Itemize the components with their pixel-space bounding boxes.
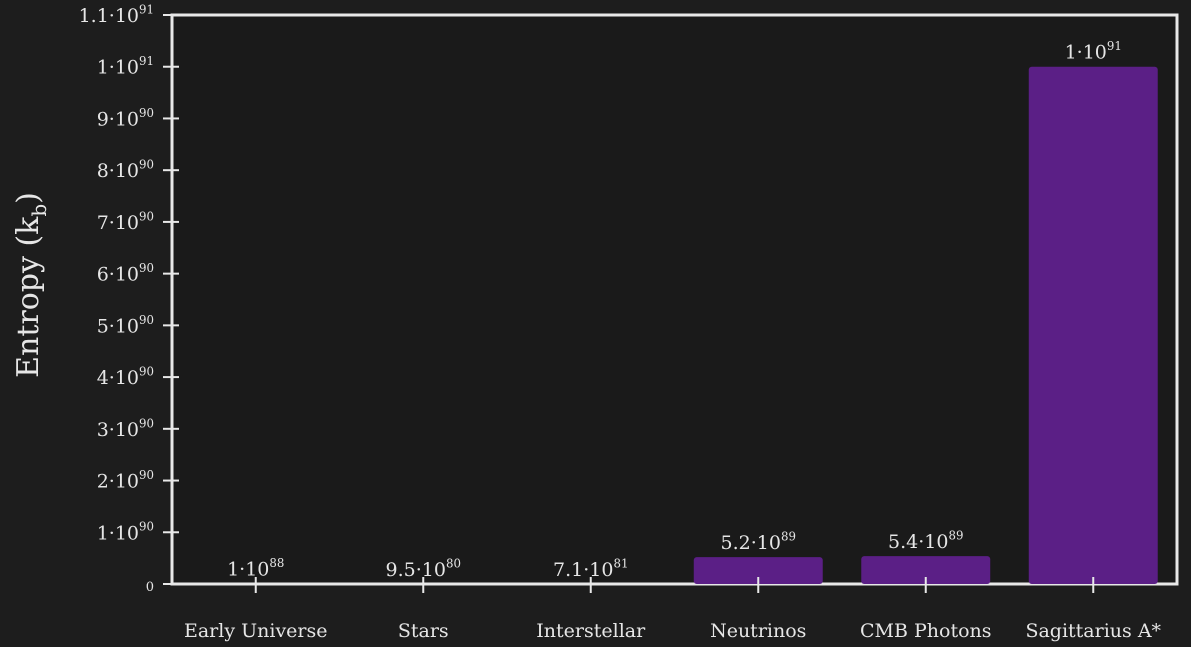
y-tick-label: 8·1090 — [97, 158, 154, 183]
data-label: 5.2·1089 — [721, 530, 796, 555]
data-label: 1·1091 — [1065, 39, 1122, 64]
y-tick-label: 3·1090 — [97, 416, 154, 441]
bars-group — [693, 66, 1158, 584]
x-tick-label: Stars — [398, 620, 449, 642]
bar-cmb-photons — [861, 556, 991, 584]
y-tick-label: 1·1091 — [97, 54, 154, 79]
y-tick-label: 7·1090 — [97, 209, 154, 234]
y-tick-label: 2·1090 — [97, 468, 154, 493]
data-label: 7.1·1081 — [553, 556, 628, 581]
x-tick-label: Early Universe — [184, 620, 328, 642]
y-tick-label: 1·1090 — [97, 520, 154, 545]
x-tick-label: Interstellar — [536, 620, 646, 642]
y-tick-label: 9·1090 — [97, 106, 154, 131]
data-labels-group: 1·1088 9.5·1080 7.1·1081 5.2·1089 5.4·1089 1·… — [227, 39, 1122, 581]
data-label: 9.5·1080 — [386, 556, 461, 581]
x-tick-label: CMB Photons — [860, 620, 992, 642]
y-tick-label: 4·1090 — [97, 365, 154, 390]
y-axis-label: Entropy (kb) — [11, 192, 51, 378]
bar-sagittarius-a- — [1028, 66, 1158, 584]
bar-neutrinos — [693, 557, 823, 584]
y-axis-ticks: 0 1·1090 2·1090 3·1090 4·1090 5·1090 6·1090 7·1… — [79, 2, 179, 595]
x-tick-label: Neutrinos — [710, 620, 806, 642]
x-axis-ticks: Early Universe Stars Interstellar Neutrinos… — [184, 577, 1162, 642]
y-tick-label: 1.1·1091 — [79, 2, 154, 27]
data-label: 5.4·1089 — [888, 529, 963, 554]
y-tick-label: 0 — [146, 580, 154, 595]
y-tick-label: 5·1090 — [97, 313, 154, 338]
plot-frame — [170, 13, 1179, 586]
y-tick-label: 6·1090 — [97, 261, 154, 286]
data-label: 1·1088 — [227, 556, 284, 581]
x-tick-label: Sagittarius A* — [1025, 620, 1161, 642]
